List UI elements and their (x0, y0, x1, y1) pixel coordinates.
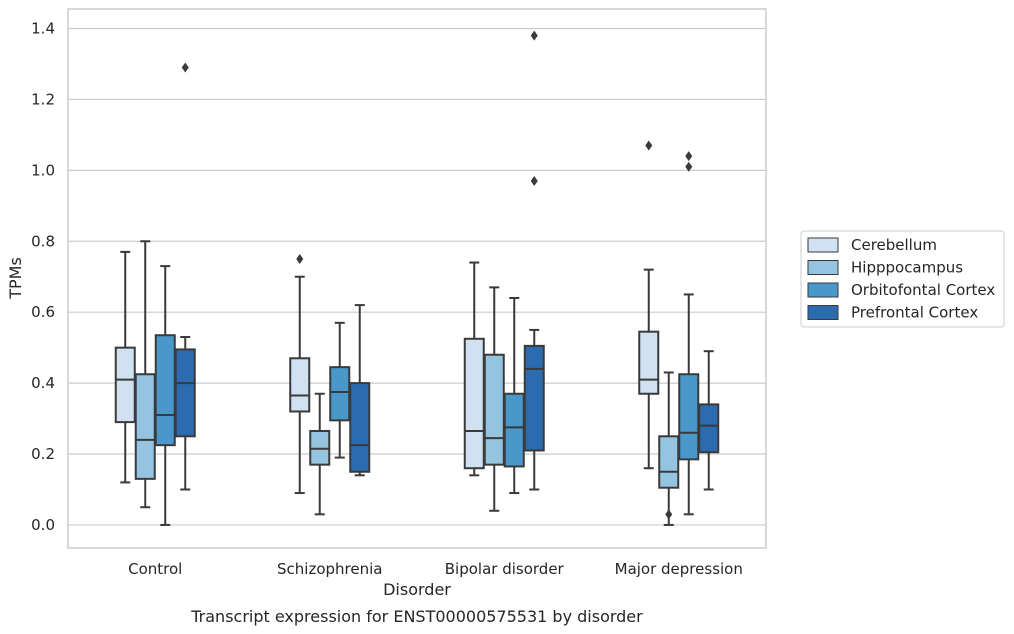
y-tick-label: 0.8 (31, 232, 55, 250)
outlier-point (181, 62, 189, 73)
y-tick-label: 0.0 (31, 516, 55, 534)
box-group (503, 297, 525, 495)
outlier-point (530, 30, 538, 41)
box (658, 435, 680, 489)
box (483, 353, 505, 466)
y-tick-label: 1.0 (31, 161, 55, 179)
outlier-point (685, 161, 693, 172)
box (698, 403, 720, 454)
box-group (463, 261, 485, 477)
box (463, 337, 485, 470)
outlier-point (685, 151, 693, 162)
legend-label: Hipppocampus (851, 259, 963, 277)
x-tick-label: Bipolar disorder (445, 560, 565, 578)
y-tick-label: 1.4 (31, 20, 55, 38)
legend-swatch (807, 237, 839, 253)
legend-item: Cerebellum (807, 236, 937, 254)
box-group (134, 240, 156, 509)
outlier-point (530, 175, 538, 186)
box (678, 373, 700, 461)
x-tick-label: Control (128, 560, 182, 578)
box (134, 373, 156, 480)
box-group (309, 392, 331, 516)
legend-label: Orbitofontal Cortex (851, 281, 995, 299)
legend-label: Cerebellum (851, 236, 937, 254)
legend-item: Prefrontal Cortex (807, 304, 978, 322)
box (503, 392, 525, 468)
y-axis-label: TPMs (6, 257, 25, 300)
box (329, 366, 351, 422)
x-axis-label: Disorder (383, 580, 451, 599)
box-group (154, 265, 176, 526)
y-tick-label: 0.2 (31, 445, 55, 463)
box (349, 382, 371, 473)
legend-items: Cerebellum Hipppocampus Orbitofontal Corte… (807, 236, 995, 322)
plot-area-frame (67, 8, 767, 549)
y-tick-label: 0.4 (31, 374, 55, 392)
box-group (349, 304, 371, 477)
y-tick-label: 0.6 (31, 303, 55, 321)
box-group (638, 140, 660, 470)
box-group (698, 350, 720, 491)
box-group (523, 30, 545, 491)
legend-frame (800, 230, 1005, 328)
box-group (483, 286, 505, 512)
y-tick-label: 1.2 (31, 90, 55, 108)
legend-swatch (807, 260, 839, 275)
box (174, 348, 196, 438)
x-tick-labels: Control Schizophrenia Bipolar disorder Majo… (128, 560, 743, 578)
box-group (678, 151, 700, 516)
chart-caption: Transcript expression for ENST0000057553… (190, 607, 643, 626)
outlier-point (645, 140, 653, 151)
box (114, 346, 136, 424)
legend: Cerebellum Hipppocampus Orbitofontal Corte… (800, 230, 1005, 328)
box (638, 330, 660, 395)
box-group (329, 321, 351, 459)
x-tick-label: Major depression (615, 560, 743, 578)
box (523, 344, 545, 452)
legend-item: Orbitofontal Cortex (807, 281, 995, 299)
box-group (289, 253, 311, 495)
x-tick-label: Schizophrenia (277, 560, 382, 578)
legend-item: Hipppocampus (807, 259, 963, 277)
box-plot-area (114, 30, 720, 526)
outlier-point (296, 253, 304, 264)
legend-label: Prefrontal Cortex (851, 304, 978, 322)
outlier-point (665, 509, 673, 520)
box-group (114, 250, 136, 484)
box-group (658, 371, 680, 526)
box-group (174, 62, 196, 491)
legend-swatch (807, 305, 839, 320)
box (154, 334, 176, 447)
box (289, 357, 311, 413)
y-tick-labels: 0.0 0.2 0.4 0.6 0.8 1.0 1.2 1.4 (31, 20, 55, 534)
legend-swatch (807, 282, 839, 298)
